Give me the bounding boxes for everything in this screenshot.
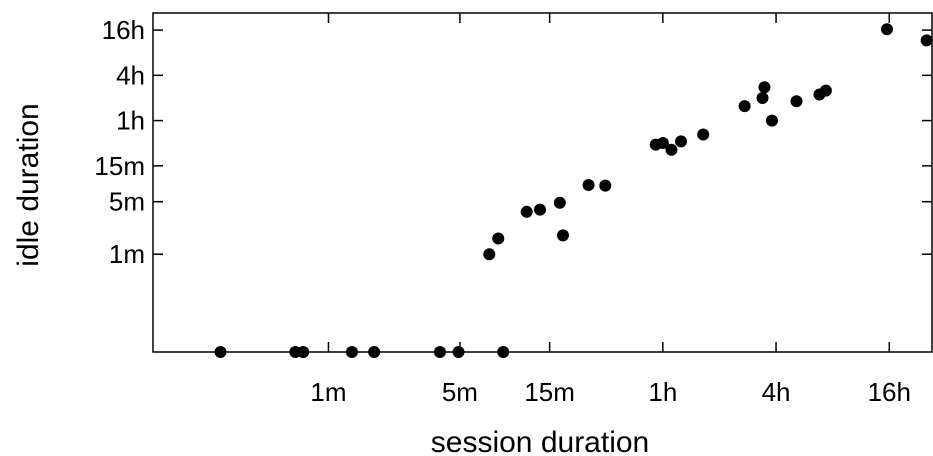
data-point	[452, 346, 465, 358]
data-point	[790, 95, 803, 108]
data-point	[345, 346, 358, 358]
data-point	[697, 128, 710, 141]
x-axis-ticks: 1m 5m 15m 1h 4h 16h	[310, 13, 911, 407]
data-point	[368, 346, 381, 358]
y-axis-ticks: 1m 5m 15m 1h 4h 16h	[94, 15, 932, 269]
data-point	[880, 23, 893, 36]
data-point	[756, 91, 769, 104]
data-point	[599, 179, 612, 192]
y-tick-label: 5m	[109, 187, 145, 217]
y-tick-label: 15m	[94, 151, 145, 181]
x-tick-label: 4h	[762, 377, 791, 407]
x-tick-label: 1m	[310, 377, 346, 407]
data-point	[556, 229, 569, 242]
y-tick-label: 1h	[116, 106, 145, 136]
data-point	[819, 84, 832, 97]
y-tick-label: 4h	[116, 60, 145, 90]
x-tick-label: 15m	[524, 377, 575, 407]
data-point	[492, 232, 505, 245]
y-tick-label: 16h	[102, 15, 145, 45]
data-point	[553, 196, 566, 209]
data-point	[520, 205, 533, 218]
x-axis-label: session duration	[431, 426, 649, 456]
data-point	[765, 114, 778, 127]
data-point	[534, 203, 547, 216]
data-point	[483, 248, 496, 261]
data-point	[675, 135, 688, 148]
y-tick-label: 1m	[109, 239, 145, 269]
x-tick-label: 5m	[442, 377, 478, 407]
data-point	[758, 81, 771, 94]
data-point	[656, 137, 669, 150]
data-point	[582, 179, 595, 192]
data-point	[433, 346, 446, 358]
data-point	[297, 346, 310, 358]
x-tick-label: 16h	[868, 377, 911, 407]
x-tick-label: 1h	[648, 377, 677, 407]
data-point	[920, 34, 933, 47]
plot-frame	[152, 12, 933, 353]
y-axis-label: idle duration	[12, 103, 45, 266]
data-point	[665, 143, 678, 156]
data-points	[214, 23, 933, 358]
data-point	[738, 100, 751, 113]
data-point	[497, 346, 510, 358]
data-point	[214, 346, 227, 358]
